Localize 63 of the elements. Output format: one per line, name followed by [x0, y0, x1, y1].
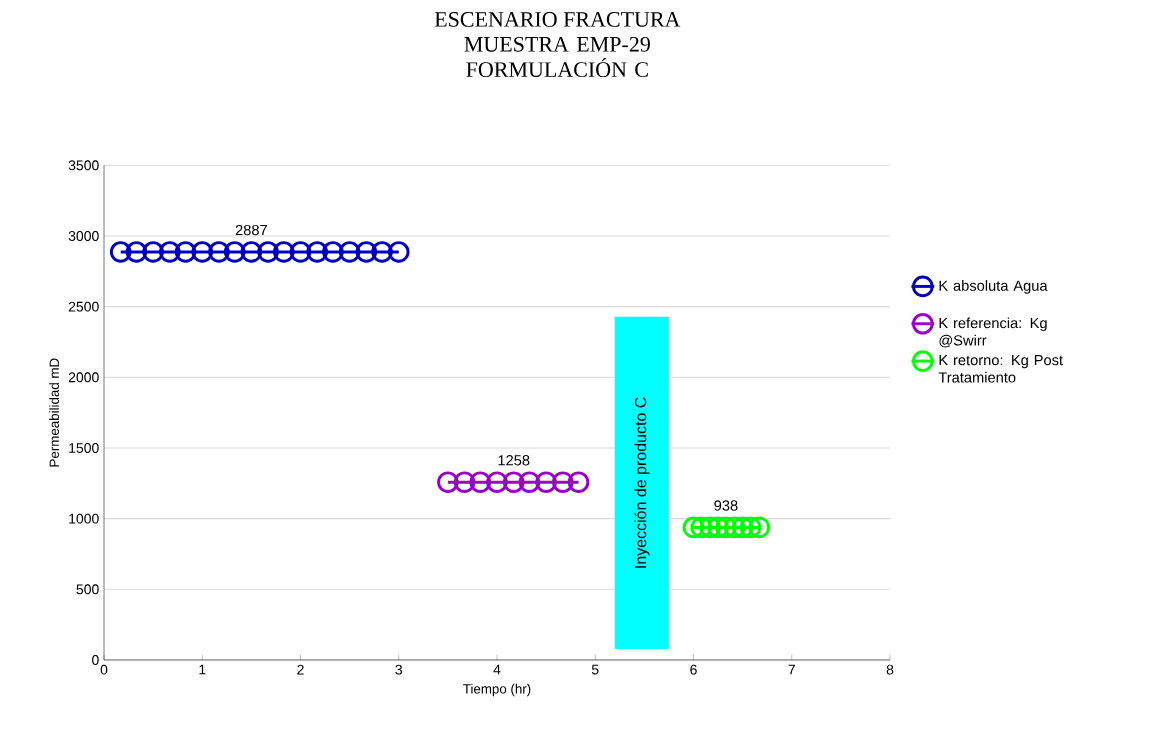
x-tick-label: 1 [199, 664, 206, 675]
point [371, 241, 393, 263]
y-axis-title: Permeabilidad mD [49, 358, 59, 467]
point [731, 516, 754, 539]
point [257, 241, 279, 263]
y-tick-label: 500 [76, 584, 99, 595]
point [322, 241, 344, 263]
point [355, 241, 378, 263]
point [191, 241, 214, 263]
y-tick-label: 0 [92, 655, 99, 665]
point [552, 471, 574, 493]
point [289, 241, 312, 263]
y-tick-label: 3000 [68, 231, 99, 241]
legend-label: K absoluta Agua [939, 280, 1048, 294]
legend-label: K referencia: Kg @Swirr [939, 317, 1047, 348]
point [707, 516, 729, 539]
x-axis-title: Tiempo (hr) [463, 683, 531, 697]
point [109, 241, 132, 263]
x-tick-label: 5 [591, 664, 599, 675]
x-tick-label: 4 [493, 664, 501, 675]
point [208, 241, 230, 263]
x-tick-label: 6 [690, 664, 697, 675]
band-label: Inyección de producto C [634, 397, 650, 568]
point [567, 471, 590, 493]
point [142, 241, 164, 263]
point [535, 471, 557, 493]
point [338, 241, 361, 263]
y-tick-label: 2000 [68, 372, 99, 383]
y-tick-label: 2500 [68, 301, 99, 312]
point [174, 241, 197, 263]
x-tick-label: 2 [297, 664, 304, 675]
point [437, 471, 459, 493]
data-label: 1258 [498, 455, 530, 466]
point [748, 516, 771, 539]
x-tick-label: 8 [886, 664, 894, 675]
point [486, 471, 508, 493]
chart-title: ESCENARIO FRACTURA [434, 12, 681, 27]
point [502, 471, 525, 493]
point [469, 471, 492, 493]
point [690, 516, 713, 539]
point [723, 516, 746, 539]
point [159, 241, 181, 263]
data-label: 2887 [235, 224, 267, 236]
point [273, 241, 295, 263]
x-tick-label: 0 [100, 664, 108, 675]
point [453, 471, 476, 493]
point [306, 241, 329, 263]
y-tick-label: 1000 [69, 513, 99, 524]
point [715, 516, 737, 539]
data-label: 938 [714, 500, 738, 511]
chart-subtitle: MUESTRA EMP-29 FORMULACIÓN C [464, 36, 650, 78]
y-tick-label: 1500 [69, 443, 99, 453]
x-tick-label: 7 [788, 664, 795, 675]
point [518, 471, 541, 493]
y-tick-label: 3500 [68, 160, 99, 171]
point [240, 241, 263, 263]
point [125, 241, 148, 263]
point [387, 241, 410, 263]
point [699, 516, 721, 539]
legend-label: K retorno: Kg Post Tratamiento [938, 355, 1063, 383]
x-tick-label: 3 [395, 664, 403, 675]
point [682, 516, 705, 539]
point [223, 241, 246, 263]
